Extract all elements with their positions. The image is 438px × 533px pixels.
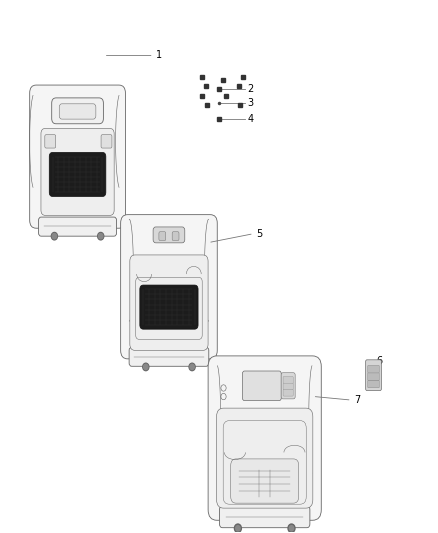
Circle shape	[51, 232, 57, 240]
FancyBboxPatch shape	[216, 408, 313, 508]
FancyBboxPatch shape	[242, 371, 281, 401]
FancyBboxPatch shape	[41, 128, 114, 215]
Text: 3: 3	[247, 98, 254, 108]
FancyBboxPatch shape	[208, 356, 321, 520]
FancyBboxPatch shape	[130, 255, 208, 350]
Circle shape	[236, 526, 240, 531]
FancyBboxPatch shape	[159, 232, 166, 240]
Text: 6: 6	[377, 356, 383, 366]
Circle shape	[143, 363, 149, 370]
FancyBboxPatch shape	[52, 98, 103, 124]
FancyBboxPatch shape	[366, 360, 381, 391]
Text: 4: 4	[247, 114, 254, 124]
Circle shape	[98, 232, 104, 240]
Circle shape	[189, 363, 195, 370]
FancyBboxPatch shape	[219, 506, 310, 528]
FancyBboxPatch shape	[172, 232, 179, 240]
Circle shape	[290, 526, 294, 531]
FancyBboxPatch shape	[59, 104, 96, 119]
Circle shape	[99, 233, 103, 239]
FancyBboxPatch shape	[49, 152, 106, 197]
FancyBboxPatch shape	[153, 227, 185, 243]
FancyBboxPatch shape	[129, 347, 209, 366]
FancyBboxPatch shape	[120, 215, 217, 359]
FancyBboxPatch shape	[281, 373, 295, 399]
Text: 7: 7	[354, 395, 360, 405]
Circle shape	[52, 233, 57, 239]
Circle shape	[288, 524, 295, 532]
FancyBboxPatch shape	[39, 217, 117, 236]
FancyBboxPatch shape	[45, 135, 56, 148]
Text: 2: 2	[247, 84, 254, 94]
FancyBboxPatch shape	[140, 285, 198, 329]
Text: 1: 1	[156, 51, 162, 60]
Text: 5: 5	[256, 229, 262, 239]
FancyBboxPatch shape	[283, 376, 293, 383]
Circle shape	[190, 364, 194, 369]
FancyBboxPatch shape	[30, 85, 125, 228]
FancyBboxPatch shape	[367, 380, 379, 388]
FancyBboxPatch shape	[367, 373, 379, 381]
FancyBboxPatch shape	[231, 459, 299, 503]
Circle shape	[234, 524, 241, 532]
FancyBboxPatch shape	[283, 389, 293, 396]
Circle shape	[144, 364, 148, 369]
FancyBboxPatch shape	[101, 135, 112, 148]
FancyBboxPatch shape	[367, 365, 379, 373]
FancyBboxPatch shape	[283, 383, 293, 390]
